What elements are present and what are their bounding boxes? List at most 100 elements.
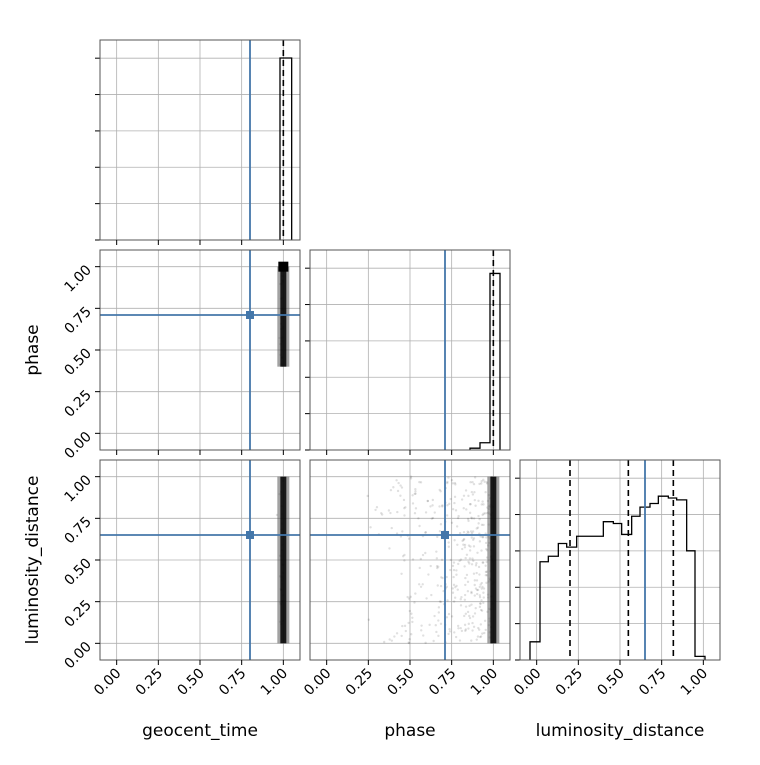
sample-point [470, 517, 474, 520]
y-tick-label: 1.00 [61, 472, 94, 505]
sample-point [481, 535, 484, 539]
sample-point [403, 559, 406, 562]
x-tick-label: 0.25 [553, 666, 586, 699]
sample-point [449, 497, 452, 501]
sample-point [475, 562, 478, 565]
sample-point [471, 629, 474, 632]
sample-point [464, 576, 467, 580]
sample-point [481, 500, 484, 503]
sample-point [441, 504, 444, 507]
sample-point [484, 570, 488, 574]
y-tick-label: 1.00 [61, 262, 94, 295]
sample-point [418, 524, 421, 528]
sample-point [455, 525, 459, 528]
sample-point [413, 492, 416, 496]
histogram-bin-luminosity_distance [650, 503, 658, 660]
sample-point [460, 629, 464, 633]
sample-point [481, 535, 485, 539]
sample-point [435, 630, 438, 634]
sample-point [460, 498, 464, 501]
sample-point [473, 491, 476, 494]
sample-point [424, 511, 428, 514]
sample-point [426, 499, 430, 503]
histogram-bin-luminosity_distance [668, 498, 676, 660]
x-tick-label: 0.50 [174, 666, 207, 699]
x-tick-label: 1.00 [468, 666, 501, 699]
sample-point [420, 624, 423, 627]
sample-point [450, 521, 454, 524]
sample-point [446, 599, 449, 602]
sample-point [470, 516, 473, 519]
histogram-bin-luminosity_distance [687, 551, 695, 660]
sample-point [464, 556, 467, 560]
sample-point [369, 526, 372, 529]
sample-point [456, 624, 460, 628]
sample-point [470, 531, 474, 535]
sample-point [468, 616, 472, 620]
sample-point [463, 598, 467, 602]
sample-point [455, 573, 458, 576]
sample-point [428, 623, 431, 627]
sample-point [439, 523, 443, 526]
histogram-bin-luminosity_distance [603, 522, 613, 660]
sample-point [483, 512, 487, 515]
sample-point [476, 526, 480, 529]
sample-point [455, 584, 458, 588]
sample-point [433, 614, 436, 618]
sample-point [469, 545, 472, 548]
sample-point [421, 583, 424, 586]
panel-luminosity_distance-vs-geocent_time: 0.00 0.25 0.50 0.75 1.00 [61, 459, 301, 672]
sample-point [457, 562, 460, 566]
sample-point [390, 639, 394, 642]
sample-point [448, 627, 451, 631]
sample-point [438, 600, 442, 603]
x-tick-label: 0.50 [594, 666, 627, 699]
sample-point [453, 539, 456, 542]
sample-point [407, 597, 411, 600]
sample-point [482, 596, 485, 599]
sample-point [471, 493, 475, 496]
sample-point [456, 516, 460, 520]
sample-point [455, 569, 458, 572]
sample-point [480, 482, 483, 485]
sample-point [458, 559, 461, 563]
sample-point [473, 579, 477, 582]
sample-point [466, 580, 470, 584]
x-axis-label-phase: phase [384, 721, 435, 741]
sample-point [414, 592, 417, 595]
sample-point [441, 505, 444, 508]
sample-point [395, 632, 399, 635]
sample-point [475, 592, 479, 596]
sample-point [462, 494, 466, 497]
sample-point [472, 517, 476, 520]
sample-point [483, 631, 486, 635]
sample-point [380, 512, 383, 515]
y-tick-label: 0.50 [61, 346, 94, 379]
y-axis-label-phase: phase [23, 324, 43, 375]
sample-point [451, 508, 455, 511]
sample-point [409, 595, 412, 599]
sample-point [447, 541, 450, 544]
sample-point [464, 583, 467, 587]
sample-point [484, 628, 487, 632]
sample-point [410, 633, 413, 636]
sample-point [458, 531, 462, 535]
sample-point [468, 503, 472, 506]
sample-point [392, 486, 395, 489]
sample-point [470, 536, 473, 539]
sample-point [414, 507, 418, 510]
x-tick-label: 1.00 [258, 666, 291, 699]
histogram-bin-luminosity_distance [585, 536, 595, 660]
sample-point [427, 573, 430, 576]
sample-point [479, 623, 483, 626]
sample-point [434, 624, 437, 627]
sample-point [463, 623, 467, 627]
sample-point [410, 612, 413, 615]
sample-point [452, 600, 456, 603]
sample-point [480, 587, 483, 590]
sample-point [465, 573, 469, 577]
sample-point [411, 616, 414, 620]
sample-point [449, 568, 452, 572]
sample-point [407, 621, 410, 625]
